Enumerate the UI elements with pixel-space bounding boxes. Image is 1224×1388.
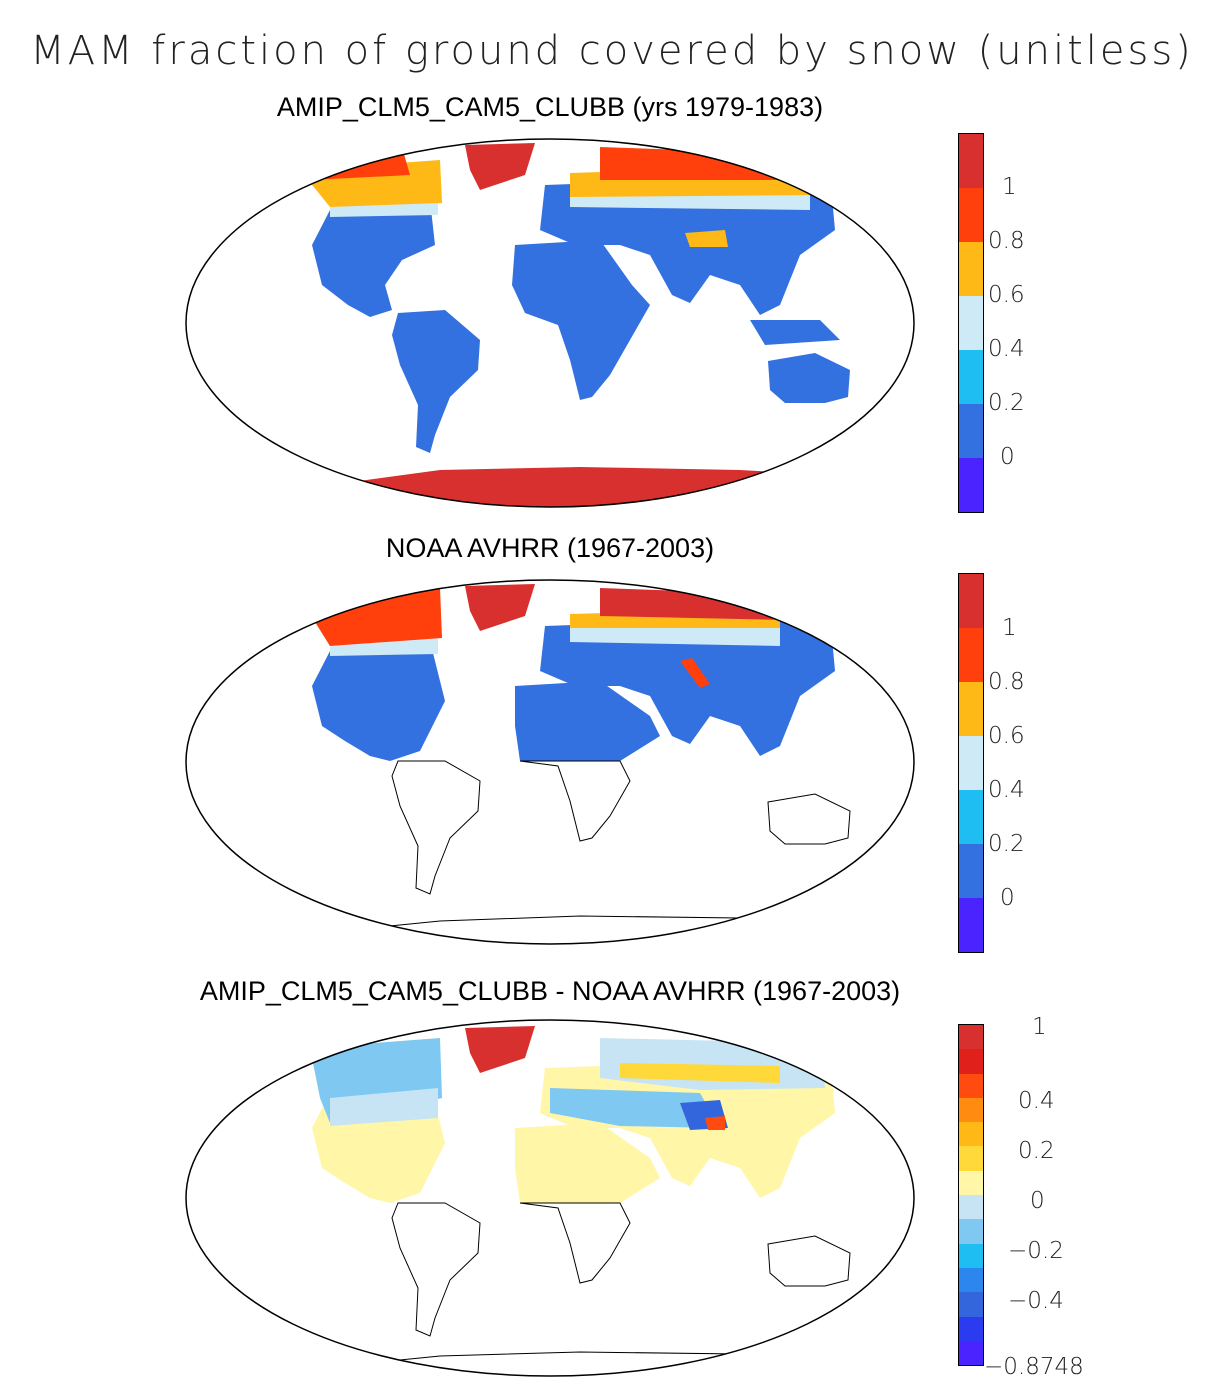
antarctica-snow <box>186 467 914 507</box>
tibet-snow <box>685 230 728 247</box>
cbar1-tick: 0.4 <box>988 336 1025 362</box>
east-siberia-diff <box>820 1048 845 1078</box>
africa-nh-region <box>515 681 660 761</box>
panel-2-map <box>185 579 915 945</box>
cbar3-bin <box>959 1243 983 1268</box>
cbar1-bin-7 <box>959 458 983 512</box>
cbar3-bin <box>959 1097 983 1123</box>
cbar3-tick: −0.2 <box>1008 1238 1064 1264</box>
cbar2-tick: 0.2 <box>988 831 1025 857</box>
cbar3-bin <box>959 1340 983 1366</box>
africa-outline <box>519 1202 631 1284</box>
cbar1-tick: 0 <box>1000 444 1015 470</box>
cbar2-bin-1 <box>959 574 983 628</box>
cbar3-tick: 0.4 <box>1018 1088 1055 1114</box>
cbar3-bin <box>959 1267 983 1293</box>
antarctica-outline <box>339 915 821 932</box>
cbar3-bin <box>959 1316 983 1341</box>
cbar3-tick: −0.8748 <box>984 1354 1084 1380</box>
eurasia-diff-blue <box>550 1088 720 1128</box>
na-diff-lightblue <box>330 1088 438 1126</box>
eurasia-snow-red <box>600 147 835 180</box>
africa-nh-diff <box>515 1123 660 1203</box>
cbar1-tick: 0.6 <box>988 282 1025 308</box>
cbar3-bin <box>959 1025 983 1050</box>
panel-1-title: AMIP_CLM5_CAM5_CLUBB (yrs 1979-1983) <box>276 92 824 122</box>
australia-outline <box>767 793 851 845</box>
cbar3-tick: 1 <box>1032 1014 1047 1040</box>
eurasia-snow-red <box>600 588 835 621</box>
cbar3-tick: 0 <box>1030 1188 1045 1214</box>
cbar1-bin-3 <box>959 242 983 296</box>
panel-3-colorbar <box>958 1024 984 1366</box>
antarctica-outline <box>339 1351 821 1367</box>
panel-2-title: NOAA AVHRR (1967-2003) <box>385 533 715 563</box>
cbar3-bin <box>959 1146 983 1171</box>
greenland-snow <box>465 143 535 190</box>
tibet-snow <box>680 658 710 688</box>
cbar3-bin <box>959 1073 983 1098</box>
cbar2-tick: 0 <box>1000 885 1015 911</box>
cbar1-tick: 0.2 <box>988 390 1025 416</box>
indonesia-region <box>750 320 840 345</box>
eurasia-region <box>540 175 835 315</box>
tibet-diff-red <box>705 1116 725 1130</box>
africa-outline <box>519 760 631 842</box>
cbar2-bin-6 <box>959 844 983 898</box>
figure-title: MAM fraction of ground covered by snow (… <box>30 28 1194 74</box>
north-america-region <box>312 200 435 317</box>
cbar1-tick: 0.8 <box>988 228 1025 254</box>
cbar2-bin-5 <box>959 790 983 844</box>
panel-3-map <box>185 1019 915 1377</box>
cbar2-tick: 0.6 <box>988 723 1025 749</box>
cbar2-bin-3 <box>959 682 983 736</box>
panel-1-map <box>185 138 915 508</box>
cbar1-bin-4 <box>959 296 983 350</box>
australia-outline <box>767 1235 851 1287</box>
panel-1-colorbar <box>958 133 984 513</box>
south-america-region <box>392 310 480 453</box>
cbar1-bin-2 <box>959 188 983 242</box>
na-snow-red <box>300 588 442 646</box>
eurasia-diff-orange <box>620 1063 780 1083</box>
cbar1-bin-5 <box>959 350 983 404</box>
cbar3-bin <box>959 1219 983 1244</box>
cbar2-bin-4 <box>959 736 983 790</box>
greenland-diff <box>465 1026 535 1073</box>
africa-region <box>512 240 650 400</box>
eurasia-snow-light <box>570 624 780 646</box>
cbar2-tick: 1 <box>1002 615 1017 641</box>
na-snow-red <box>300 140 410 180</box>
cbar3-tick: −0.4 <box>1008 1288 1064 1314</box>
cbar2-bin-7 <box>959 898 983 952</box>
south-america-outline <box>391 760 481 895</box>
cbar1-bin-1 <box>959 134 983 188</box>
greenland-snow <box>465 584 535 631</box>
australia-region <box>768 353 850 403</box>
panel-3-title: AMIP_CLM5_CAM5_CLUBB - NOAA AVHRR (1967-… <box>199 976 901 1006</box>
cbar3-bin <box>959 1170 983 1196</box>
eurasia-region <box>540 616 835 756</box>
south-america-outline <box>391 1202 481 1337</box>
cbar2-bin-2 <box>959 628 983 682</box>
panel-2-colorbar <box>958 573 984 953</box>
cbar3-bin <box>959 1292 983 1317</box>
cbar3-bin <box>959 1122 983 1147</box>
cbar1-bin-6 <box>959 404 983 458</box>
north-america-region <box>312 641 445 761</box>
cbar3-bin <box>959 1049 983 1074</box>
cbar3-bin <box>959 1195 983 1220</box>
cbar1-tick: 1 <box>1002 174 1017 200</box>
cbar3-tick: 0.2 <box>1018 1138 1055 1164</box>
cbar2-tick: 0.4 <box>988 777 1025 803</box>
cbar2-tick: 0.8 <box>988 669 1025 695</box>
